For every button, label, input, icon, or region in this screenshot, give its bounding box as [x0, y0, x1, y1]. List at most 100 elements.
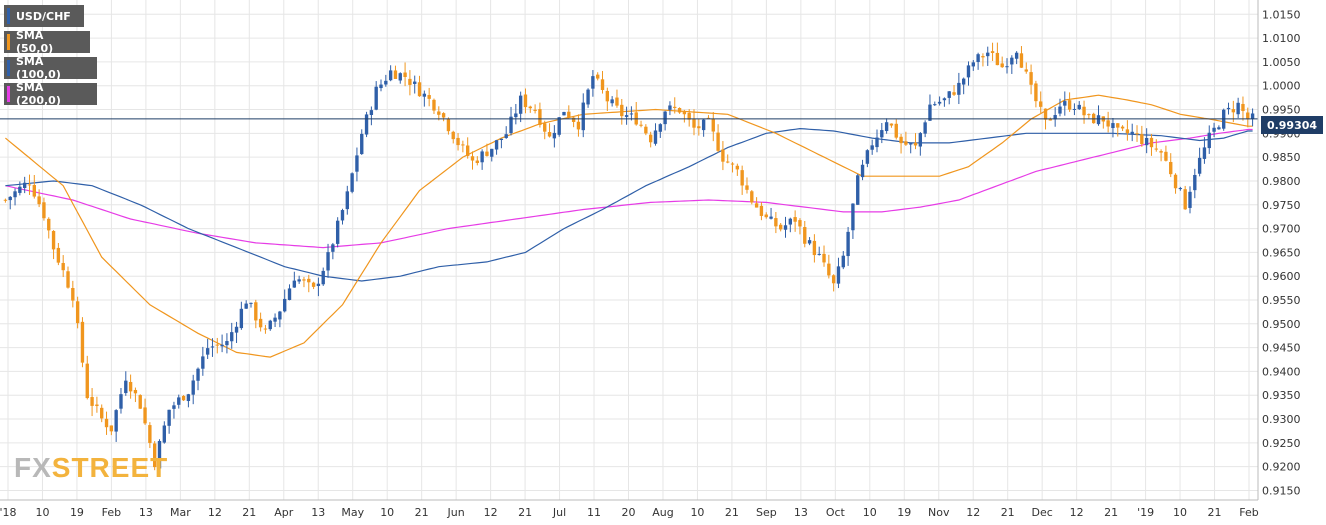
candle-body: [273, 317, 277, 322]
candle-body: [836, 266, 841, 284]
x-tick-label: 21: [242, 506, 256, 519]
candle: [13, 188, 17, 206]
candle: [971, 60, 975, 71]
candle-body: [335, 220, 340, 244]
x-tick-label: 13: [794, 506, 808, 519]
x-tick-label: 12: [484, 506, 498, 519]
candle: [923, 120, 927, 138]
candle-body: [441, 113, 446, 118]
x-tick-label: 21: [725, 506, 739, 519]
candle: [215, 337, 219, 354]
candle-body: [576, 121, 581, 130]
candle-body: [918, 133, 923, 147]
candle-body: [1111, 123, 1115, 129]
candle: [986, 46, 990, 66]
candle: [350, 172, 354, 194]
candle: [316, 277, 321, 297]
candle-body: [37, 196, 41, 205]
candle-body: [1130, 131, 1134, 135]
candle-body: [1212, 127, 1216, 132]
candle: [562, 111, 566, 116]
candle: [369, 106, 374, 126]
candle: [90, 388, 94, 417]
candle-body: [726, 161, 730, 163]
candle-body: [769, 216, 773, 219]
legend-item[interactable]: SMA (50,0): [4, 29, 90, 55]
candle-body: [504, 134, 508, 139]
candle-body: [104, 418, 109, 428]
candle: [128, 374, 133, 399]
candle: [1178, 186, 1183, 191]
candle: [66, 266, 70, 289]
candle-body: [1144, 138, 1149, 146]
legend-item[interactable]: SMA (200,0): [4, 81, 97, 107]
candle-body: [1197, 157, 1202, 174]
candle: [504, 126, 508, 139]
candle: [880, 122, 884, 144]
candle-body: [509, 116, 513, 134]
candle: [807, 237, 812, 246]
candle-body: [379, 84, 383, 89]
candle-body: [942, 98, 947, 101]
candle-body: [1246, 112, 1250, 120]
candle: [1212, 122, 1216, 138]
candle-body: [730, 163, 735, 165]
candle-body: [803, 227, 807, 244]
candle: [8, 196, 12, 210]
candle: [865, 149, 870, 168]
candle: [475, 156, 480, 166]
candle-body: [798, 220, 802, 227]
x-tick-label: 21: [518, 506, 532, 519]
candle: [1010, 55, 1014, 74]
legend-item[interactable]: USD/CHF: [4, 5, 84, 27]
legend-item[interactable]: SMA (100,0): [4, 55, 97, 81]
candle: [692, 109, 696, 136]
candle-body: [1120, 126, 1125, 129]
candle: [364, 111, 369, 138]
candle: [1188, 186, 1192, 214]
candle-body: [61, 263, 65, 271]
candle: [976, 52, 980, 70]
candle-body: [465, 145, 470, 156]
candle-body: [384, 80, 388, 85]
candle: [639, 120, 643, 128]
candle: [273, 313, 277, 327]
candle-body: [355, 155, 359, 172]
candle-body: [812, 240, 817, 256]
y-tick-label: 0.9800: [1262, 175, 1301, 188]
candle: [957, 72, 961, 105]
candle-body: [697, 126, 701, 129]
candle: [95, 396, 99, 413]
candle-body: [157, 440, 162, 469]
candle: [576, 114, 581, 137]
y-tick-label: 0.9600: [1262, 270, 1301, 283]
candle-body: [711, 118, 715, 132]
candle-body: [244, 303, 248, 309]
candle: [456, 133, 460, 151]
candle: [615, 89, 619, 108]
candle-body: [143, 407, 147, 424]
candle-body: [480, 151, 484, 163]
candle-body: [1217, 127, 1221, 130]
candle: [331, 242, 335, 260]
candle-body: [234, 326, 239, 333]
candle: [629, 106, 634, 121]
candle-body: [1226, 107, 1231, 110]
candle-body: [716, 132, 720, 151]
candle: [706, 115, 711, 119]
candle-body: [745, 185, 749, 190]
y-tick-label: 0.9700: [1262, 223, 1301, 236]
candle: [278, 310, 282, 328]
candle: [1226, 102, 1231, 115]
candle: [918, 132, 923, 156]
candle-body: [230, 332, 234, 342]
candle: [384, 74, 388, 87]
candle-body: [1250, 113, 1255, 119]
candle-body: [51, 230, 56, 250]
candle: [817, 246, 821, 256]
candle: [297, 275, 301, 284]
candle: [827, 254, 831, 279]
candle: [441, 112, 446, 122]
candle-body: [172, 405, 176, 409]
